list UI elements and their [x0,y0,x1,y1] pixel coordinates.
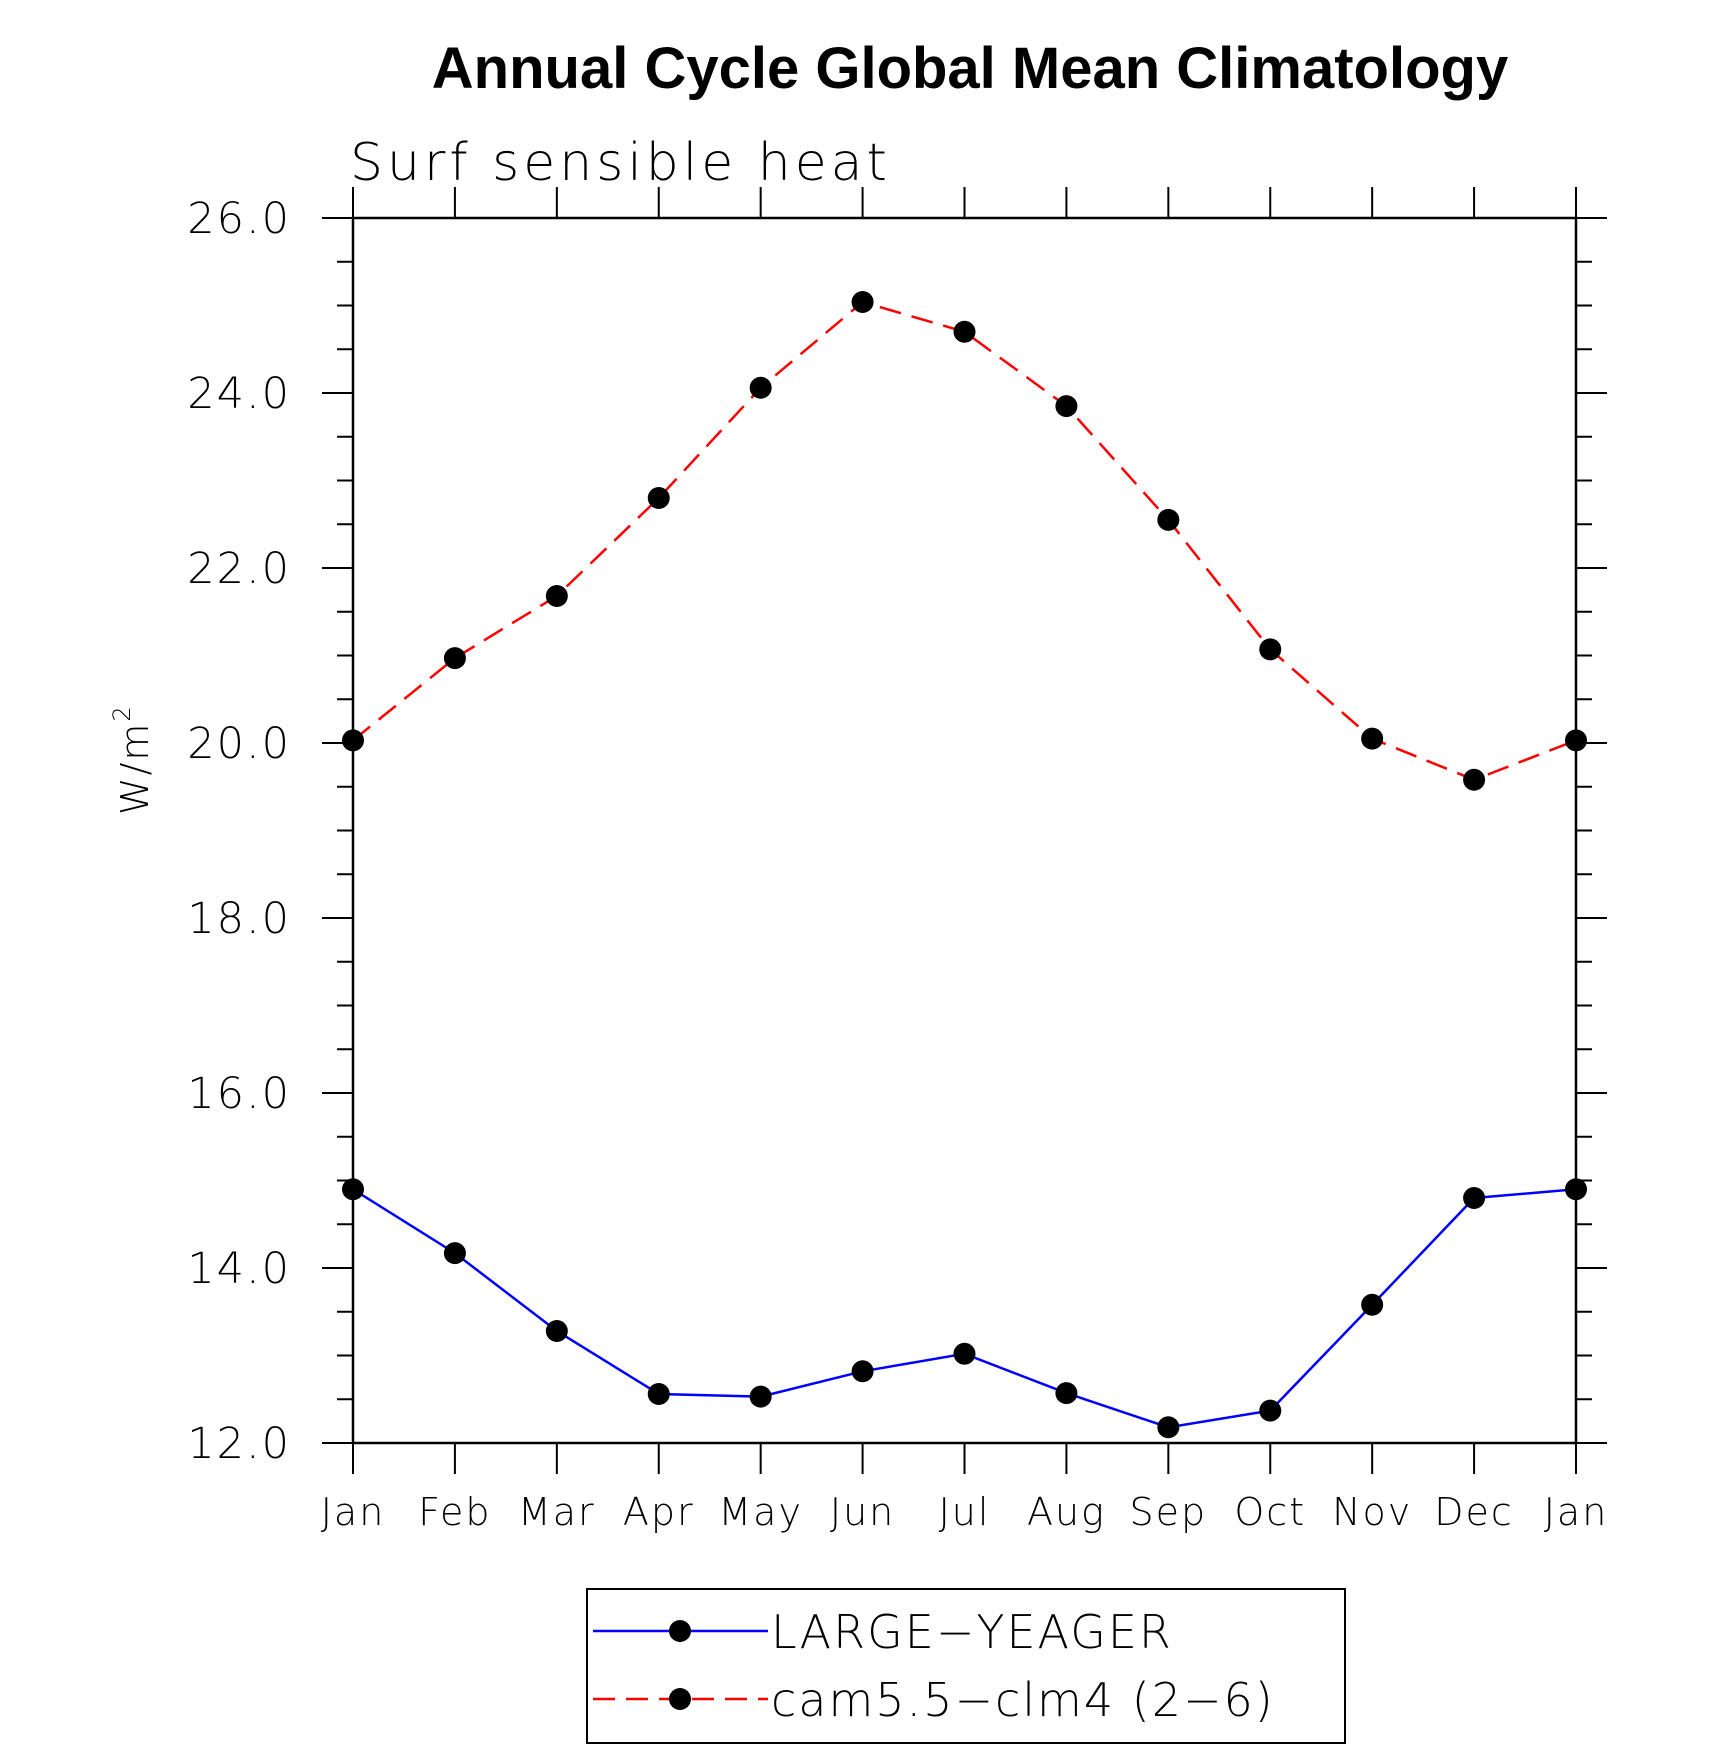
series-line [352,300,1577,782]
legend-label: cam5.5−clm4 (2−6) [771,1673,1275,1727]
data-point [545,1320,568,1342]
y-tick-label: 12.0 [187,1419,291,1469]
legend-marker [669,1688,691,1710]
x-tick-label: Jun [830,1490,895,1534]
x-tick-label: Feb [418,1490,491,1534]
data-point [1463,1187,1486,1209]
y-tick-label: 26.0 [187,194,291,244]
y-tick-label: 24.0 [187,369,291,419]
y-axis-label-text: W/m [113,722,157,815]
data-point [647,487,670,509]
plot-area [351,216,1578,1445]
legend-items: LARGE−YEAGER cam5.5−clm4 (2−6) [593,1605,1275,1727]
chart-subtitle: Surf sensible heat [350,133,891,193]
data-point [342,1178,364,1201]
data-point [1259,638,1282,661]
data-point [1463,768,1486,791]
data-point [953,320,976,343]
legend-entry-1: LARGE−YEAGER [593,1605,1173,1659]
y-tick-label: 16.0 [187,1069,291,1119]
series-layer [342,291,1587,1439]
y-tick-label: 14.0 [187,1244,291,1294]
data-point [443,1242,466,1265]
y-tick-label: 18.0 [187,894,291,944]
data-point [545,585,568,607]
data-point [443,647,466,670]
series-line [352,1188,1577,1429]
data-point [1565,729,1587,752]
data-point [342,729,364,752]
data-point [749,1385,772,1408]
x-tick-label: Mar [518,1490,596,1534]
chart-title: Annual Cycle Global Mean Climatology [432,36,1508,101]
x-tick-label: Jan [321,1490,386,1534]
data-point [1157,1416,1180,1439]
y-axis-label-superscript: 2 [108,704,136,721]
series-1 [342,1178,1587,1439]
x-tick-label: Oct [1234,1490,1306,1534]
legend-label: LARGE−YEAGER [771,1605,1173,1659]
x-tick-label: Nov [1332,1490,1412,1534]
legend: LARGE−YEAGER cam5.5−clm4 (2−6) [586,1588,1346,1744]
data-point [1565,1178,1587,1201]
legend-marker [669,1620,691,1642]
x-tick-label: Jan [1544,1490,1609,1534]
data-point [953,1342,976,1365]
series-2 [342,291,1587,791]
data-point [1055,1382,1078,1405]
plot-frame [351,216,1578,1445]
data-point [1157,508,1180,531]
data-point [1259,1399,1282,1422]
data-point [1055,395,1078,418]
y-tick-label: 20.0 [187,719,291,769]
data-point [1361,727,1384,750]
x-tick-label: May [718,1490,803,1534]
legend-box [586,1588,1346,1744]
legend-entry-2: cam5.5−clm4 (2−6) [593,1673,1275,1727]
y-tick-label: 22.0 [187,544,291,594]
data-point [851,291,874,313]
x-tick-label: Dec [1434,1490,1514,1534]
x-tick-label: Aug [1027,1490,1106,1534]
y-axis-label: W/m2 [108,704,157,815]
data-point [1361,1293,1384,1316]
x-tick-label: Jul [939,1490,991,1534]
data-point [851,1360,874,1383]
data-point [647,1383,670,1405]
x-tick-label: Sep [1130,1490,1208,1534]
x-axis: Jan Feb Mar Apr May Jun Jul Aug Sep Oct Nov Dec Jan [321,187,1609,1534]
data-point [749,376,772,399]
y-axis: 12.0 14.0 16.0 18.0 20.0 22.0 24.0 26.0 [187,194,1607,1469]
x-tick-label: Apr [623,1490,695,1534]
